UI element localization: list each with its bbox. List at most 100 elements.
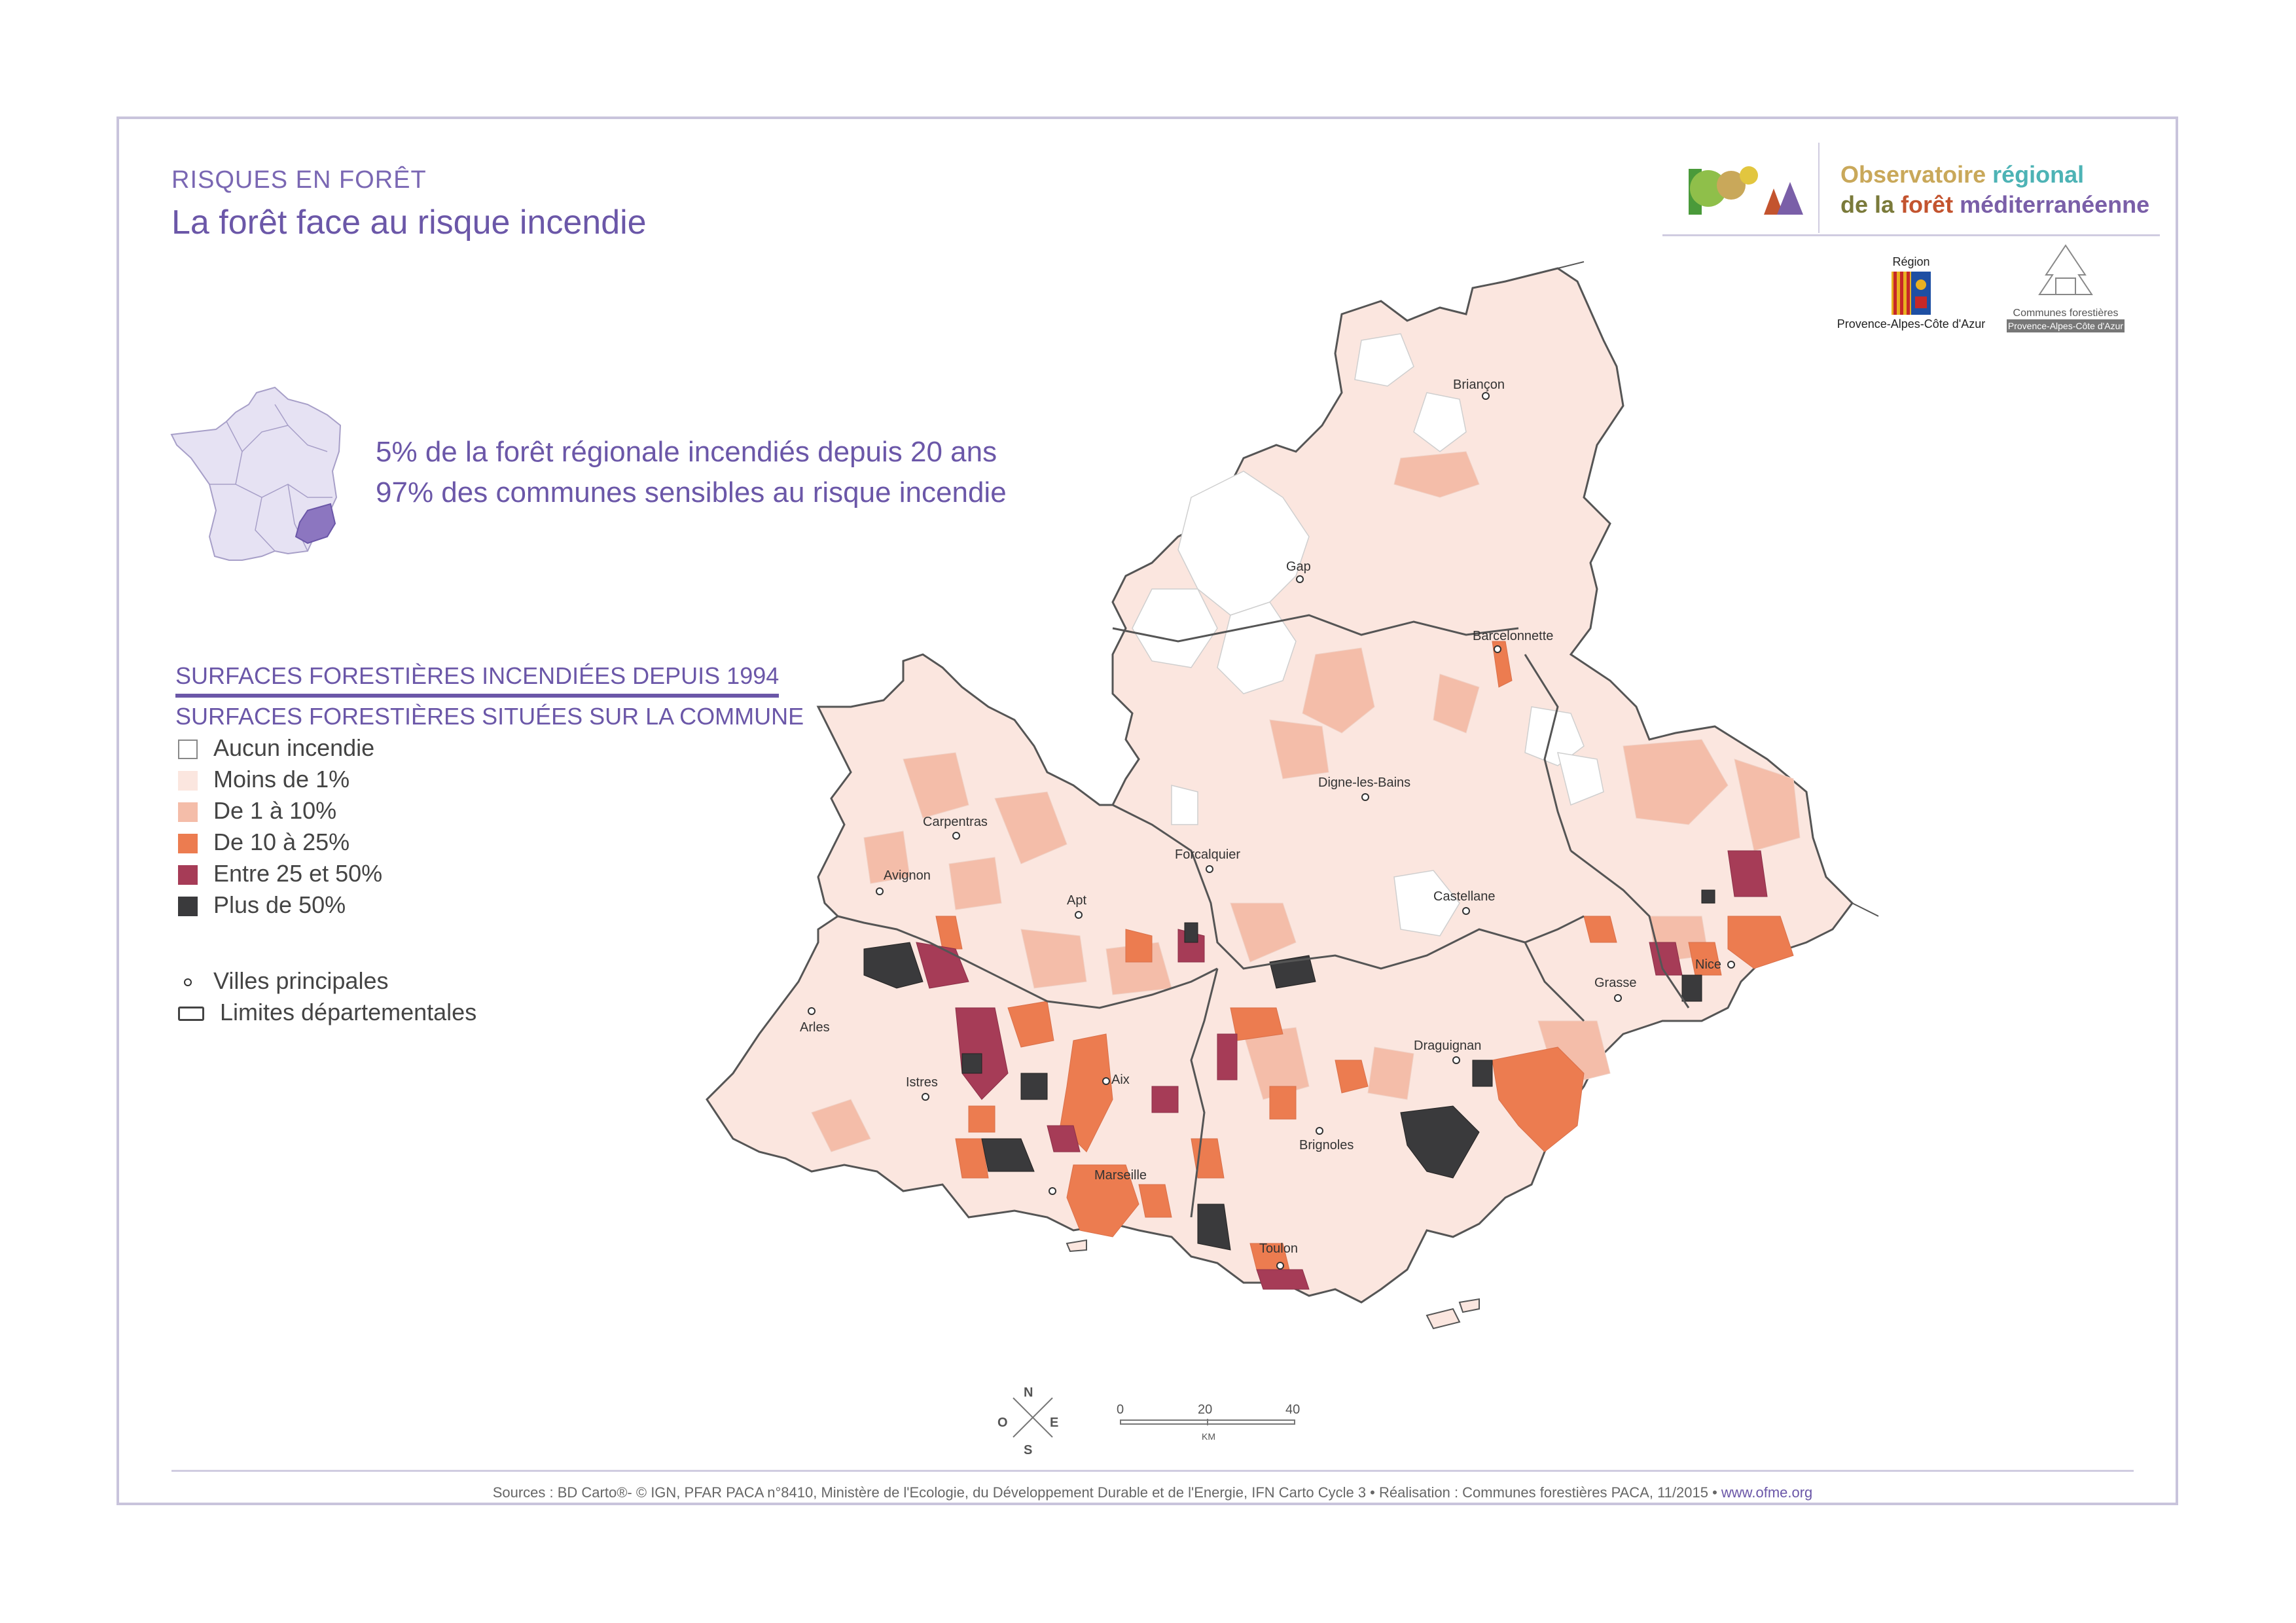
city-briancon: Briançon bbox=[1453, 378, 1505, 400]
city-castellane: Castellane bbox=[1433, 889, 1496, 915]
svg-text:Gap: Gap bbox=[1286, 560, 1311, 574]
city-dot-icon bbox=[952, 832, 960, 840]
city-marseille: Marseille bbox=[1049, 1168, 1147, 1195]
svg-text:KM: KM bbox=[1202, 1431, 1215, 1442]
page-frame bbox=[117, 116, 2178, 1505]
svg-text:Avignon: Avignon bbox=[884, 868, 931, 883]
city-forcalquier: Forcalquier bbox=[1175, 847, 1240, 873]
city-aix: Aix bbox=[1102, 1073, 1130, 1087]
svg-text:Carpentras: Carpentras bbox=[923, 815, 988, 829]
svg-text:Barcelonnette: Barcelonnette bbox=[1473, 629, 1553, 643]
svg-text:0: 0 bbox=[1117, 1402, 1124, 1417]
svg-text:Draguignan: Draguignan bbox=[1414, 1039, 1481, 1053]
page-title: La forêt face au risque incendie bbox=[171, 204, 647, 241]
city-dot-icon bbox=[1727, 961, 1735, 969]
coastal-islands bbox=[1066, 1239, 1480, 1330]
legend-item-25-50: Entre 25 et 50% bbox=[178, 860, 382, 887]
swatch-none bbox=[178, 740, 198, 760]
logo-line1: Observatoire régional bbox=[1840, 161, 2085, 188]
city-apt: Apt bbox=[1067, 893, 1086, 919]
city-arles: Arles bbox=[800, 1007, 830, 1035]
boundary-icon bbox=[178, 1007, 204, 1022]
legend-item-none: Aucun incendie bbox=[178, 734, 374, 762]
swatch-10-25 bbox=[178, 834, 198, 854]
city-dot-icon bbox=[1075, 911, 1083, 919]
swatch-25-50 bbox=[178, 865, 198, 885]
svg-text:Forcalquier: Forcalquier bbox=[1175, 847, 1240, 862]
svg-text:Istres: Istres bbox=[906, 1075, 938, 1090]
city-dot-icon bbox=[922, 1093, 929, 1101]
stat-burned-forest: 5% de la forêt régionale incendiés depui… bbox=[376, 436, 997, 468]
svg-text:Digne-les-Bains: Digne-les-Bains bbox=[1318, 776, 1410, 790]
city-gap: Gap bbox=[1286, 560, 1311, 583]
compass-o: O bbox=[997, 1416, 1008, 1430]
footer-sources: Sources : BD Carto®- © IGN, PFAR PACA n°… bbox=[492, 1484, 1813, 1501]
legend-item-1-10: De 1 à 10% bbox=[178, 797, 336, 825]
region-shield-icon bbox=[1892, 272, 1931, 315]
city-dot-icon bbox=[1462, 907, 1470, 915]
city-dot-icon bbox=[1482, 392, 1490, 400]
city-dot-icon bbox=[1276, 1262, 1284, 1270]
legend-item-lt1: Moins de 1% bbox=[178, 766, 350, 793]
city-dot-icon bbox=[1296, 575, 1304, 583]
city-digne: Digne-les-Bains bbox=[1318, 776, 1410, 801]
zones-no-fire bbox=[1132, 333, 1604, 936]
city-dot-icon bbox=[1361, 793, 1369, 801]
city-draguignan: Draguignan bbox=[1414, 1039, 1481, 1064]
section-kicker: RISQUES EN FORÊT bbox=[171, 166, 427, 194]
svg-text:Apt: Apt bbox=[1067, 893, 1086, 908]
svg-text:Brignoles: Brignoles bbox=[1299, 1138, 1354, 1152]
city-dot-icon bbox=[876, 887, 884, 895]
svg-text:Aix: Aix bbox=[1111, 1073, 1130, 1087]
city-istres: Istres bbox=[906, 1075, 938, 1101]
zones-gt50-pct bbox=[863, 889, 1715, 1251]
svg-text:Briançon: Briançon bbox=[1453, 378, 1505, 392]
city-nice: Nice bbox=[1695, 957, 1735, 972]
svg-text:Nice: Nice bbox=[1695, 957, 1721, 972]
city-dot-icon bbox=[1316, 1127, 1323, 1135]
svg-text:Castellane: Castellane bbox=[1433, 889, 1496, 904]
city-dot-icon bbox=[178, 972, 198, 992]
svg-text:40: 40 bbox=[1285, 1402, 1300, 1417]
swatch-1-10 bbox=[178, 802, 198, 823]
svg-text:Arles: Arles bbox=[800, 1020, 830, 1035]
stat-sensitive-communes: 97% des communes sensibles au risque inc… bbox=[376, 476, 1007, 508]
city-toulon: Toulon bbox=[1259, 1241, 1298, 1270]
swatch-gt50 bbox=[178, 897, 198, 917]
compass-e: E bbox=[1050, 1416, 1058, 1430]
region-logo: Région Provence-Alpes-Côte d'Azur bbox=[1837, 255, 1986, 330]
city-dot-icon bbox=[1102, 1077, 1110, 1085]
city-markers: Briançon Gap Barcelonnette Digne-les-Bai… bbox=[800, 378, 1735, 1270]
legend-item-gt50: Plus de 50% bbox=[178, 891, 346, 919]
legend-item-boundaries: Limites départementales bbox=[178, 999, 476, 1026]
forest-icon bbox=[1689, 166, 1803, 215]
svg-text:Marseille: Marseille bbox=[1094, 1168, 1147, 1183]
key-figures: 5% de la forêt régionale incendiés depui… bbox=[376, 432, 1007, 513]
footer-url[interactable]: www.ofme.org bbox=[1721, 1484, 1813, 1501]
tree-building-icon bbox=[2038, 244, 2093, 295]
legend-item-10-25: De 10 à 25% bbox=[178, 829, 350, 856]
city-brignoles: Brignoles bbox=[1299, 1127, 1354, 1152]
city-dot-icon bbox=[1206, 865, 1213, 873]
legend-item-cities: Villes principales bbox=[178, 967, 388, 995]
logo-line2: de la forêt méditerranéenne bbox=[1840, 191, 2150, 218]
city-barcelonnette: Barcelonnette bbox=[1473, 629, 1553, 653]
city-avignon: Avignon bbox=[876, 868, 931, 895]
department-boundaries bbox=[837, 614, 1690, 1218]
city-dot-icon bbox=[1494, 645, 1501, 653]
svg-text:Toulon: Toulon bbox=[1259, 1241, 1298, 1256]
footer-divider bbox=[171, 1470, 2134, 1472]
legend-heading-numerator: SURFACES FORESTIÈRES INCENDIÉES DEPUIS 1… bbox=[175, 662, 780, 698]
legend: SURFACES FORESTIÈRES INCENDIÉES DEPUIS 1… bbox=[175, 662, 804, 730]
legend-heading-denominator: SURFACES FORESTIÈRES SITUÉES SUR LA COMM… bbox=[175, 703, 804, 730]
compass-n: N bbox=[1024, 1385, 1033, 1400]
city-carpentras: Carpentras bbox=[923, 815, 988, 840]
zones-10-25-pct bbox=[935, 641, 1794, 1270]
scale-bar: 0 20 40 KM bbox=[1117, 1402, 1300, 1442]
city-dot-icon bbox=[1452, 1056, 1460, 1064]
logo-separator bbox=[1818, 143, 1820, 233]
swatch-lt1 bbox=[178, 771, 198, 791]
compass-s: S bbox=[1024, 1443, 1032, 1457]
city-dot-icon bbox=[1614, 994, 1622, 1002]
